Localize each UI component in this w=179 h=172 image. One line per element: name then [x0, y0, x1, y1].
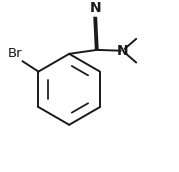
- Text: N: N: [117, 44, 129, 58]
- Text: N: N: [89, 1, 101, 15]
- Text: Br: Br: [7, 47, 22, 60]
